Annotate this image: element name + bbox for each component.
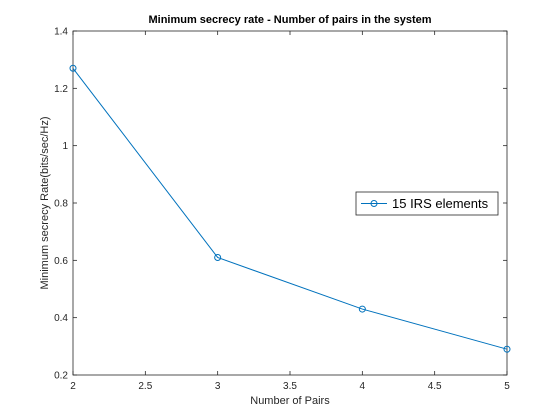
x-axis-ticks: 2 2.5 3 3.5 4 4.5 5 (70, 31, 510, 392)
y-tick-label: 0.4 (54, 313, 68, 324)
x-tick-label: 3 (215, 381, 221, 392)
data-point[interactable] (358, 305, 366, 313)
x-tick-label: 2 (70, 381, 76, 392)
x-tick-label: 5 (504, 381, 510, 392)
x-tick-label: 4.5 (428, 381, 442, 392)
x-tick-label: 2.5 (138, 381, 152, 392)
legend[interactable]: 15 IRS elements (355, 191, 499, 216)
y-tick-label: 0.2 (54, 371, 68, 382)
y-tick-label: 1.4 (54, 27, 68, 38)
x-tick-label: 3.5 (283, 381, 297, 392)
y-tick-label: 1.2 (54, 84, 68, 95)
y-axis-ticks: 0.2 0.4 0.6 0.8 1 1.2 1.4 (54, 27, 507, 382)
data-point[interactable] (503, 345, 511, 353)
data-point[interactable] (214, 253, 222, 261)
x-axis-label: Number of Pairs (250, 395, 330, 407)
series-layer (69, 64, 511, 353)
chart-title: Minimum secrecy rate - Number of pairs i… (148, 14, 431, 26)
legend-entry-label: 15 IRS elements (392, 196, 489, 211)
legend-box (355, 191, 499, 216)
y-tick-label: 0.8 (54, 199, 68, 210)
x-tick-label: 4 (360, 381, 366, 392)
y-axis-label: Minimum secrecy Rate(bits/sec/Hz) (39, 117, 51, 290)
y-tick-label: 0.6 (54, 256, 68, 267)
series-line (72, 67, 508, 350)
legend-marker-swatch (370, 200, 378, 207)
data-point[interactable] (69, 64, 77, 72)
y-tick-label: 1 (62, 141, 68, 152)
